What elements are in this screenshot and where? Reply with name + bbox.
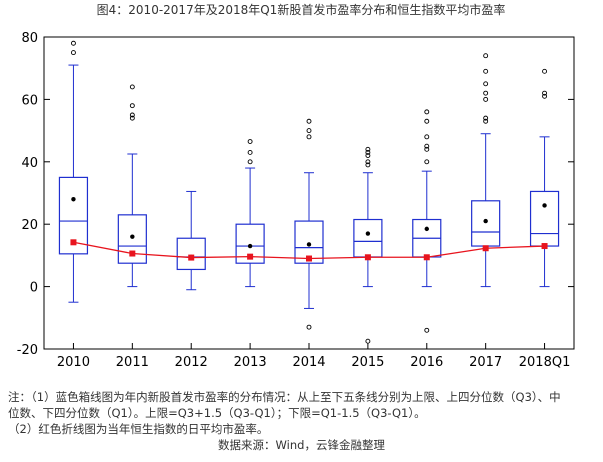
- outlier-point: [247, 149, 253, 155]
- outlier-point: [365, 146, 371, 152]
- mean-dot: [365, 231, 371, 236]
- outlier-point: [424, 143, 430, 149]
- outlier-point: [70, 50, 76, 56]
- hang-seng-pe-point: [364, 254, 371, 261]
- outlier-point: [483, 68, 489, 74]
- outlier-point: [306, 118, 312, 124]
- box-2014: [294, 118, 324, 330]
- y-tick-label: -20: [17, 343, 38, 358]
- box-2018Q1: [529, 68, 560, 288]
- outlier-point: [424, 159, 430, 165]
- outlier-point: [306, 324, 312, 330]
- outlier-point: [483, 53, 489, 59]
- hang-seng-pe-point: [247, 253, 254, 260]
- outlier-point: [365, 162, 371, 168]
- outlier-point: [483, 115, 489, 121]
- box-2017: [471, 53, 501, 288]
- outlier-point: [542, 90, 548, 96]
- outlier-point: [424, 327, 430, 333]
- x-tick-label: 2013: [234, 355, 267, 370]
- outlier-point: [365, 159, 371, 165]
- outlier-point: [129, 84, 135, 90]
- y-tick-label: 60: [21, 93, 38, 108]
- outlier-point: [129, 112, 135, 118]
- hang-seng-pe-point: [306, 255, 312, 262]
- data-source: 数据来源：Wind，云锋金融整理: [218, 438, 385, 452]
- mean-dot: [306, 242, 312, 247]
- x-tick-label: 2012: [175, 355, 208, 370]
- box-body: [294, 220, 324, 264]
- mean-dot: [247, 243, 253, 249]
- outlier-point: [424, 118, 430, 124]
- outlier-point: [129, 103, 135, 109]
- box-body: [529, 190, 560, 247]
- hang-seng-pe-point: [70, 239, 77, 246]
- boxplots: [58, 40, 560, 344]
- outlier-point: [306, 128, 312, 134]
- x-tick-label: 2010: [57, 355, 90, 370]
- mean-dot: [71, 197, 76, 202]
- hang-seng-pe-point: [129, 250, 136, 257]
- x-axis: 2010 2011 2012 2013 2014 2015 2016 2017 2018Q1: [57, 343, 570, 370]
- y-tick-label: 0: [30, 281, 38, 296]
- x-tick-label: 2011: [116, 355, 149, 370]
- mean-dot: [483, 218, 488, 224]
- outlier-point: [365, 153, 371, 159]
- x-tick-label: 2016: [410, 355, 443, 370]
- outlier-point: [424, 109, 430, 115]
- note-line-1: 注：（1）蓝色箱线图为年内新股首发市盈率的分布情况：从上至下五条线分别为上限、上…: [8, 390, 561, 404]
- hang-seng-pe-point: [482, 245, 489, 252]
- box-body: [117, 214, 147, 264]
- mean-dot: [542, 203, 547, 208]
- outlier-point: [365, 338, 371, 344]
- outlier-point: [542, 93, 548, 99]
- x-tick-label: 2014: [292, 355, 325, 370]
- x-tick-label: 2017: [469, 355, 502, 370]
- outlier-point: [483, 118, 489, 124]
- hang-seng-pe-point: [423, 254, 430, 261]
- outlier-point: [247, 159, 253, 165]
- mean-dot: [424, 226, 429, 232]
- outlier-point: [483, 90, 489, 96]
- box-body: [235, 223, 265, 264]
- box-2010: [58, 40, 89, 303]
- outlier-point: [365, 149, 371, 155]
- box-2013: [235, 139, 265, 288]
- outlier-point: [247, 139, 253, 144]
- y-axis: -20 0 20 40 60 80: [17, 31, 574, 358]
- hang-seng-pe-point: [188, 254, 195, 261]
- outlier-point: [129, 115, 135, 121]
- note-line-2: 位数、下四分位数（Q1）。上限=Q3+1.5（Q3-Q1）；下限=Q1-1.5（…: [8, 406, 426, 420]
- mean-dot: [130, 234, 135, 239]
- note-line-3: （2）红色折线图为当年恒生指数的日平均市盈率。: [8, 422, 269, 436]
- outlier-point: [483, 96, 489, 102]
- x-tick-label: 2018Q1: [519, 355, 571, 370]
- box-body: [58, 176, 89, 255]
- y-tick-label: 80: [21, 31, 38, 46]
- box-2016: [412, 109, 442, 333]
- outlier-point: [70, 40, 76, 46]
- box-2012: [176, 190, 206, 291]
- outlier-point: [542, 68, 548, 74]
- outlier-point: [306, 134, 312, 140]
- x-tick-label: 2015: [351, 355, 384, 370]
- y-tick-label: 40: [21, 156, 38, 171]
- chart: 图4：2010-2017年及2018年Q1新股首发市盈率分布和恒生指数平均市盈率…: [17, 2, 575, 370]
- y-tick-label: 20: [21, 218, 38, 233]
- chart-title: 图4：2010-2017年及2018年Q1新股首发市盈率分布和恒生指数平均市盈率: [97, 2, 506, 17]
- box-body: [353, 218, 383, 258]
- box-body: [176, 237, 206, 271]
- hang-seng-pe-point: [541, 243, 548, 250]
- outlier-point: [483, 81, 489, 87]
- outlier-point: [424, 146, 430, 152]
- box-2011: [117, 84, 147, 288]
- box-body: [471, 200, 501, 247]
- box-2015: [353, 146, 383, 344]
- hang-seng-pe-line: [70, 239, 548, 262]
- outlier-point: [424, 134, 430, 140]
